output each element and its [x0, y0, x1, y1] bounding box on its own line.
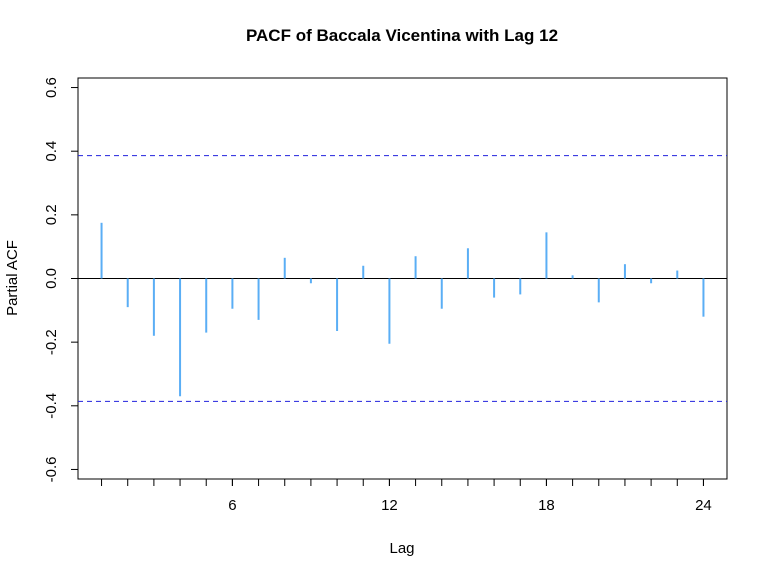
x-axis-label: Lag: [389, 540, 414, 557]
y-tick-label: -0.2: [43, 329, 60, 355]
chart-title: PACF of Baccala Vicentina with Lag 12: [246, 26, 558, 45]
y-tick-label: 0.4: [43, 141, 60, 162]
y-tick-label: 0.0: [43, 268, 60, 289]
y-axis-label: Partial ACF: [4, 240, 21, 316]
y-tick-label: 0.2: [43, 204, 60, 225]
y-tick-label: -0.6: [43, 457, 60, 483]
x-tick-label: 12: [381, 497, 398, 514]
y-tick-label: 0.6: [43, 77, 60, 98]
x-tick-label: 24: [695, 497, 712, 514]
x-tick-label: 18: [538, 497, 555, 514]
x-tick-label: 6: [228, 497, 236, 514]
plot-area: 6 12 18 24 0.6 0.4 0.2 0.0 -0.2 -0.4 -0.6: [43, 77, 728, 514]
y-tick-label: -0.4: [43, 393, 60, 419]
